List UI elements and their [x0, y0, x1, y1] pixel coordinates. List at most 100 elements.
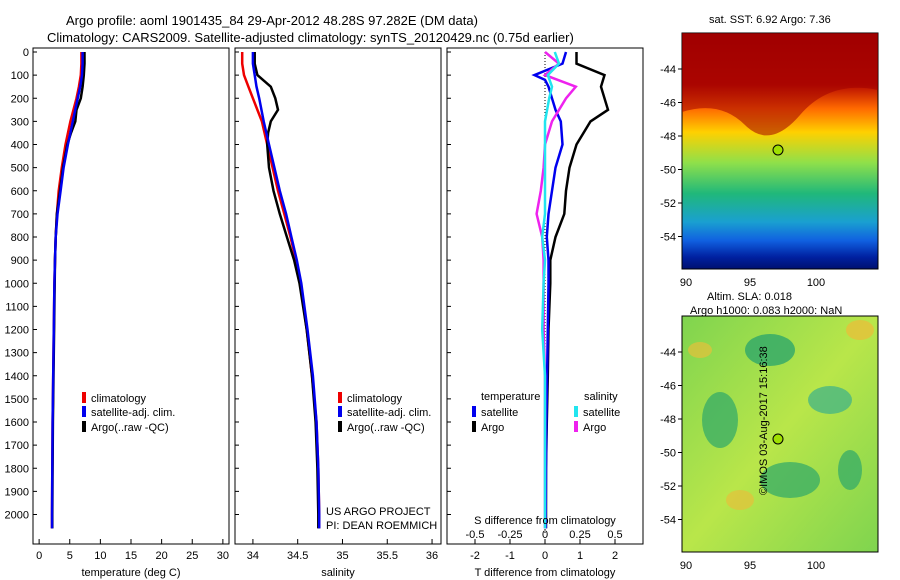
depth-tick-label: 1500 — [5, 394, 29, 406]
depth-tick-label: 900 — [11, 255, 29, 267]
map-lon-label: 95 — [744, 277, 756, 289]
depth-tick-label: 1200 — [5, 325, 29, 337]
depth-tick-label: 1100 — [5, 301, 29, 313]
map-lat-label: -54 — [660, 515, 676, 527]
salinity-diff-tick-label: 0.5 — [607, 529, 622, 541]
temp-xtick-label: 15 — [125, 550, 137, 562]
sla-map-axes: -44 -46 -48 -50 -52 -54 90 95 100 — [660, 347, 825, 572]
argo-location-marker-sla — [772, 433, 784, 445]
depth-tick-label: 800 — [11, 232, 29, 244]
temperature-legend-swatch — [82, 421, 86, 432]
salinity-diff-tick-label: -0.5 — [466, 529, 485, 541]
salinity-legend-label: satellite-adj. clim. — [347, 407, 431, 419]
difference-plot: -2 -1 0 1 2 T difference from climatology -0.5… — [447, 51, 623, 579]
map-lat-label: -44 — [660, 64, 676, 76]
temperature-legend-label: climatology — [91, 393, 147, 405]
map-lat-label: -46 — [660, 98, 676, 110]
depth-tick-label: 2000 — [5, 510, 29, 522]
temperature-satellite-line — [50, 52, 84, 529]
sla-map-title-line2: Argo h1000: 0.083 h2000: NaN — [690, 305, 843, 317]
sst-map-title: sat. SST: 6.92 Argo: 7.36 — [709, 14, 831, 26]
map-lon-label: 100 — [807, 560, 825, 572]
temperature-legend-label: Argo(..raw -QC) — [91, 422, 169, 434]
salinity-legend-swatch — [338, 392, 342, 403]
difference-legend-swatch — [574, 421, 578, 432]
sla-map — [681, 315, 879, 553]
difference-legend-swatch — [472, 421, 476, 432]
sla-map-title-line1: Altim. SLA: 0.018 — [707, 291, 792, 303]
map-lat-label: -48 — [660, 131, 676, 143]
temp-xtick-label: 25 — [186, 550, 198, 562]
depth-tick-label: 1300 — [5, 348, 29, 360]
salinity-plot-frame — [234, 47, 442, 545]
difference-legend-label: Argo — [481, 422, 504, 434]
sst-map — [681, 32, 879, 270]
diff-xtick-label: 2 — [612, 550, 618, 562]
temp-xtick-label: 20 — [156, 550, 168, 562]
diff-xlabel: T difference from climatology — [475, 567, 616, 579]
difference-legend-label: Argo — [583, 422, 606, 434]
temp-xtick-label: 5 — [67, 550, 73, 562]
diff-xtick-label: 0 — [542, 550, 548, 562]
difference-legend-label: satellite — [583, 407, 620, 419]
map-lat-label: -54 — [660, 232, 676, 244]
temp-xtick-label: 30 — [217, 550, 229, 562]
salinity-legend-swatch — [338, 421, 342, 432]
difference-legend-swatch — [472, 406, 476, 417]
sal-xtick-label: 34.5 — [287, 550, 308, 562]
depth-tick-label: 200 — [11, 93, 29, 105]
figure-title-line2: Climatology: CARS2009. Satellite-adjuste… — [47, 30, 574, 45]
credit-text: ©IMOS 03-Aug-2017 15:16:38 — [758, 346, 770, 495]
salinity-legend-label: climatology — [347, 393, 403, 405]
salinity-satellite-line — [251, 52, 321, 529]
map-lat-label: -48 — [660, 414, 676, 426]
temp-xtick-label: 0 — [36, 550, 42, 562]
map-lat-label: -46 — [660, 381, 676, 393]
depth-tick-label: 1700 — [5, 440, 29, 452]
map-lat-label: -52 — [660, 481, 676, 493]
salinity-diff-tick-label: 0 — [542, 529, 548, 541]
depth-tick-label: 1900 — [5, 486, 29, 498]
sal-xtick-label: 35.5 — [377, 550, 398, 562]
salinity-legend-swatch — [338, 406, 342, 417]
map-lon-label: 100 — [807, 277, 825, 289]
salinity-legend-label: Argo(..raw -QC) — [347, 422, 425, 434]
temp-xlabel: temperature (deg C) — [81, 567, 180, 579]
depth-tick-label: 500 — [11, 163, 29, 175]
temperature-plot: 0 5 10 15 20 25 30 temperature (deg C) 0 100 200 30… — [5, 47, 229, 579]
depth-tick-label: 1800 — [5, 463, 29, 475]
sal-xlabel: salinity — [321, 567, 355, 579]
diff-xtick-label: -1 — [505, 550, 515, 562]
legend-group-salinity: salinity — [584, 391, 618, 403]
sal-xtick-label: 34 — [247, 550, 259, 562]
temperature-legend-label: satellite-adj. clim. — [91, 407, 175, 419]
map-lon-label: 90 — [680, 560, 692, 572]
map-lat-label: -52 — [660, 198, 676, 210]
depth-tick-label: 600 — [11, 186, 29, 198]
legend-group-temperature: temperature — [481, 391, 540, 403]
depth-tick-label: 700 — [11, 209, 29, 221]
sal-xtick-label: 35 — [336, 550, 348, 562]
diff-xtick-label: -2 — [470, 550, 480, 562]
depth-tick-label: 400 — [11, 140, 29, 152]
depth-tick-label: 1400 — [5, 371, 29, 383]
salinity-diff-satellite-line — [540, 51, 561, 529]
difference-legend-label: satellite — [481, 407, 518, 419]
temperature-legend-swatch — [82, 392, 86, 403]
depth-tick-label: 100 — [11, 70, 29, 82]
depth-tick-label: 1000 — [5, 278, 29, 290]
depth-tick-label: 300 — [11, 116, 29, 128]
map-lat-label: -44 — [660, 347, 676, 359]
salinity-plot: 34 34.5 35 35.5 36 salinity climatology satelli… — [235, 51, 438, 579]
map-lat-label: -50 — [660, 448, 676, 460]
figure-title-line1: Argo profile: aoml 1901435_84 29-Apr-201… — [66, 13, 478, 28]
temp-xtick-label: 10 — [94, 550, 106, 562]
temperature-diff-satellite-line — [531, 51, 568, 529]
map-lon-label: 95 — [744, 560, 756, 572]
temperature-legend-swatch — [82, 406, 86, 417]
project-annotation: US ARGO PROJECT — [326, 506, 431, 518]
pi-annotation: PI: DEAN ROEMMICH — [326, 520, 437, 532]
depth-tick-label: 0 — [23, 47, 29, 59]
temperature-plot-frame — [32, 47, 230, 545]
